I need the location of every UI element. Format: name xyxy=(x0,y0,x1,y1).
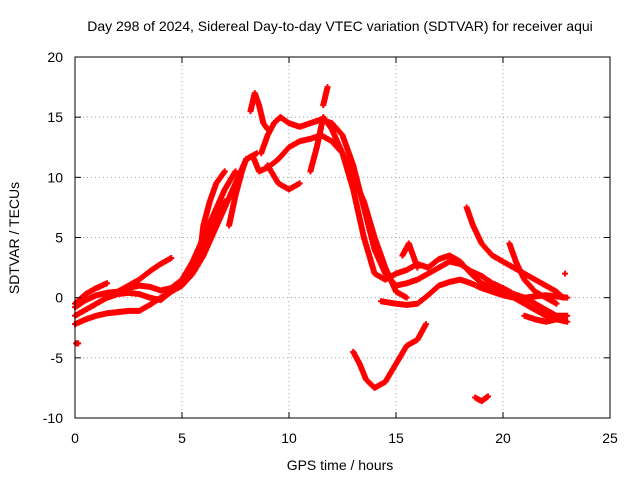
y-tick-label: 0 xyxy=(55,290,63,306)
series-arc-19 xyxy=(350,321,429,391)
x-tick-label: 10 xyxy=(281,430,297,446)
x-tick-label: 5 xyxy=(178,430,186,446)
data-point xyxy=(232,168,239,175)
data-point xyxy=(168,254,175,261)
data-point xyxy=(221,168,228,175)
series-arc-20 xyxy=(472,393,492,405)
x-axis-label: GPS time / hours xyxy=(287,457,394,473)
y-tick-label: 5 xyxy=(55,230,63,246)
y-axis-label: SDTVAR / TECUs xyxy=(6,182,22,294)
series-arc-16 xyxy=(506,240,560,307)
series-arc-13 xyxy=(378,276,560,323)
data-point xyxy=(562,270,569,277)
series-arc-6 xyxy=(196,168,228,265)
series-arc-9 xyxy=(247,90,271,133)
data-point xyxy=(264,126,271,133)
y-tick-label: 10 xyxy=(47,169,63,185)
series-arc-14 xyxy=(399,240,421,271)
series-arc-17 xyxy=(521,312,571,325)
grid-lines xyxy=(75,57,610,418)
y-tick-label: -5 xyxy=(51,350,64,366)
y-tick-label: 15 xyxy=(47,109,63,125)
data-point xyxy=(75,340,82,347)
series-arc-15 xyxy=(463,204,566,301)
data-point xyxy=(485,393,492,400)
data-point xyxy=(221,198,228,205)
x-tick-label: 25 xyxy=(602,430,618,446)
x-tick-label: 0 xyxy=(71,430,79,446)
series-arc-18 xyxy=(562,270,569,277)
series-arc-5 xyxy=(104,254,175,301)
y-axis-ticks: -10 -5 0 5 10 15 20 xyxy=(43,49,610,426)
data-points xyxy=(72,84,571,405)
x-tick-label: 15 xyxy=(388,430,404,446)
y-tick-label: 20 xyxy=(47,49,63,65)
x-tick-label: 20 xyxy=(495,430,511,446)
series-arc-7 xyxy=(226,132,571,301)
series-arc-12 xyxy=(307,114,410,301)
series-arc-10 xyxy=(264,162,303,193)
data-point xyxy=(296,180,303,187)
data-point xyxy=(104,280,111,287)
data-point xyxy=(564,318,571,325)
y-tick-label: -10 xyxy=(43,410,63,426)
data-point xyxy=(403,294,410,301)
data-point xyxy=(553,300,560,307)
chart-title: Day 298 of 2024, Sidereal Day-to-day VTE… xyxy=(87,18,593,34)
data-point xyxy=(422,321,429,328)
series-arc-21 xyxy=(73,340,82,347)
series-arc-11 xyxy=(320,84,331,109)
x-axis-ticks: 0 5 10 15 20 25 xyxy=(71,57,618,446)
data-point xyxy=(414,264,421,271)
data-point xyxy=(324,84,331,91)
series-arc-8 xyxy=(258,114,571,319)
data-point xyxy=(564,312,571,319)
data-point xyxy=(559,294,566,301)
